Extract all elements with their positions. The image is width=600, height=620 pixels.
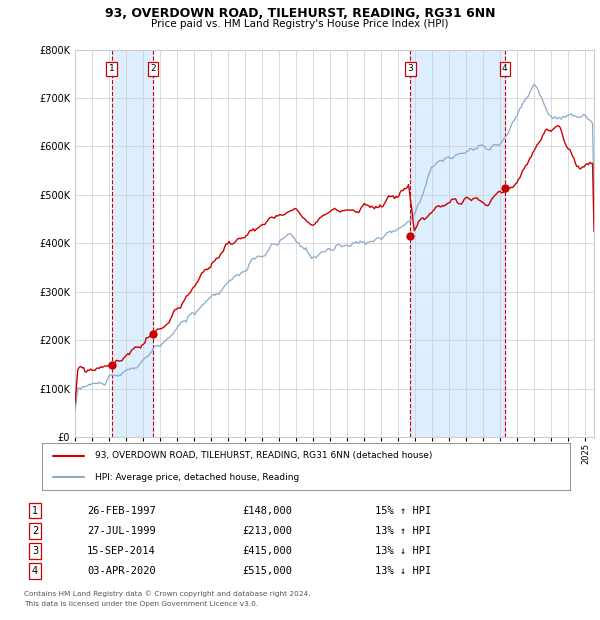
Text: Price paid vs. HM Land Registry's House Price Index (HPI): Price paid vs. HM Land Registry's House … [151, 19, 449, 29]
Text: 15% ↑ HPI: 15% ↑ HPI [375, 506, 431, 516]
Text: £415,000: £415,000 [242, 546, 292, 556]
Text: 03-APR-2020: 03-APR-2020 [87, 566, 155, 576]
Text: 3: 3 [32, 546, 38, 556]
Text: 4: 4 [502, 64, 508, 74]
Bar [410, 50, 505, 437]
Text: 93, OVERDOWN ROAD, TILEHURST, READING, RG31 6NN: 93, OVERDOWN ROAD, TILEHURST, READING, R… [105, 7, 495, 20]
Text: Contains HM Land Registry data © Crown copyright and database right 2024.: Contains HM Land Registry data © Crown c… [24, 590, 311, 597]
Text: HPI: Average price, detached house, Reading: HPI: Average price, detached house, Read… [95, 472, 299, 482]
Text: £148,000: £148,000 [242, 506, 292, 516]
Bar [112, 50, 153, 437]
Text: 26-FEB-1997: 26-FEB-1997 [87, 506, 155, 516]
Text: 13% ↑ HPI: 13% ↑ HPI [375, 526, 431, 536]
Text: 93, OVERDOWN ROAD, TILEHURST, READING, RG31 6NN (detached house): 93, OVERDOWN ROAD, TILEHURST, READING, R… [95, 451, 432, 461]
Text: 2: 2 [150, 64, 155, 74]
Text: 4: 4 [32, 566, 38, 576]
Text: 3: 3 [407, 64, 413, 74]
Text: 1: 1 [32, 506, 38, 516]
Text: 13% ↓ HPI: 13% ↓ HPI [375, 546, 431, 556]
Text: £213,000: £213,000 [242, 526, 292, 536]
Text: This data is licensed under the Open Government Licence v3.0.: This data is licensed under the Open Gov… [24, 601, 258, 607]
Text: 15-SEP-2014: 15-SEP-2014 [87, 546, 155, 556]
Text: 2: 2 [32, 526, 38, 536]
Text: 1: 1 [109, 64, 115, 74]
Text: 13% ↓ HPI: 13% ↓ HPI [375, 566, 431, 576]
Text: £515,000: £515,000 [242, 566, 292, 576]
Text: 27-JUL-1999: 27-JUL-1999 [87, 526, 155, 536]
